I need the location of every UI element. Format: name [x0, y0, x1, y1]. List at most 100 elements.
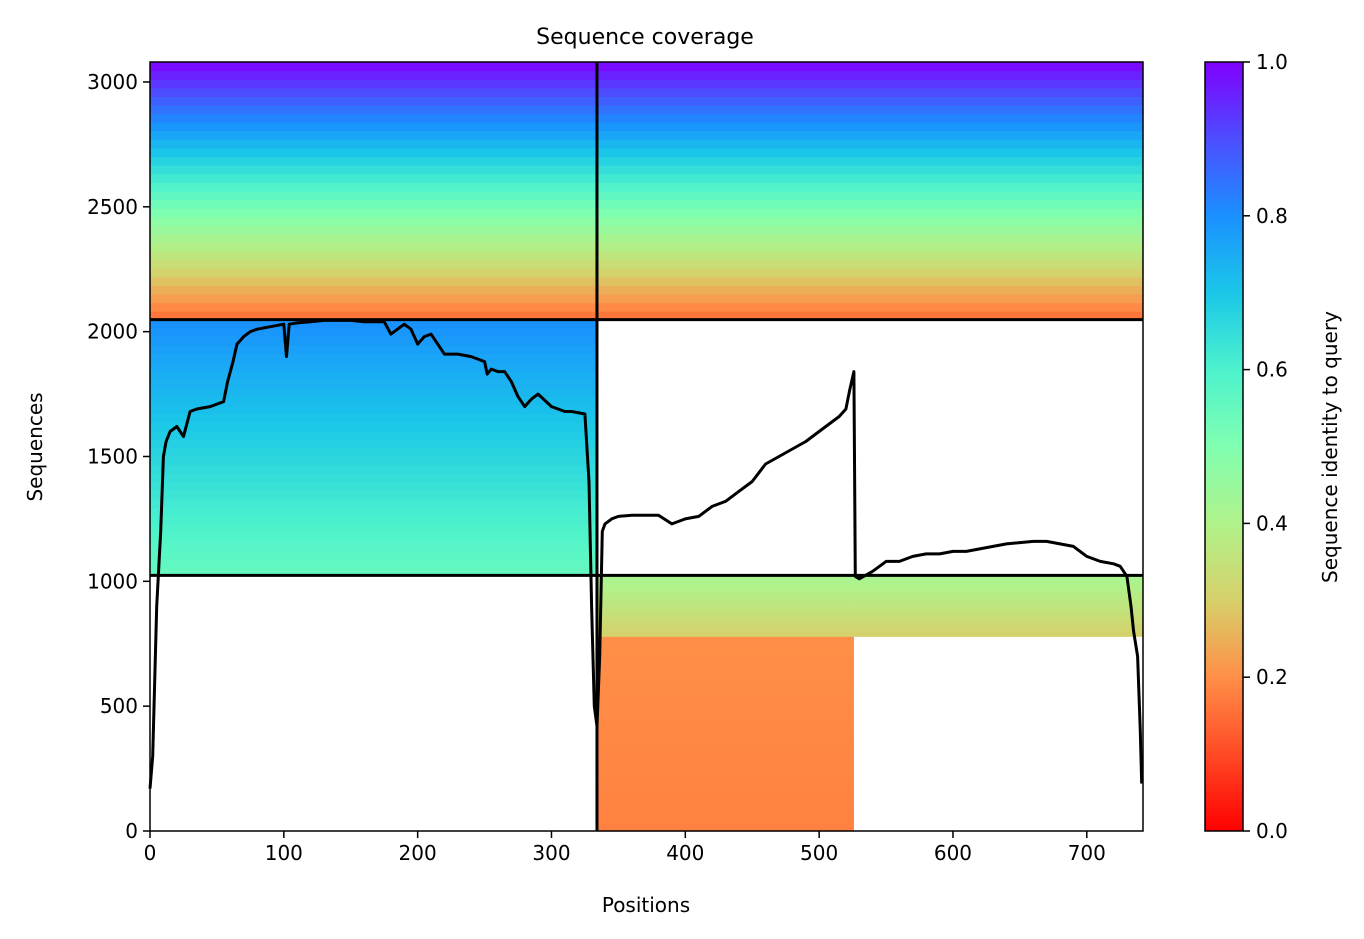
- coverage-block-0-band: [150, 156, 597, 166]
- coverage-block-1-band: [596, 139, 1143, 149]
- coverage-block-6-band: [596, 620, 854, 623]
- coverage-block-0-band: [150, 182, 597, 192]
- coverage-line: [148, 318, 1144, 789]
- colorbar-tick-label: 0.8: [1256, 204, 1288, 228]
- coverage-block-5-band: [596, 811, 854, 819]
- coverage-block-0-band: [150, 87, 597, 97]
- coverage-block-1-band: [596, 156, 1143, 166]
- coverage-block-5-band: [596, 759, 854, 767]
- coverage-block-0-band: [150, 104, 597, 115]
- coverage-block-5-band: [596, 688, 854, 696]
- coverage-block-7-band: [853, 583, 1143, 587]
- coverage-block-2-band: [150, 524, 597, 534]
- coverage-block-2-band: [150, 430, 597, 440]
- colorbar-gradient: [1204, 61, 1244, 832]
- coverage-block-1-band: [596, 199, 1143, 209]
- y-tick-label: 0: [125, 819, 138, 843]
- coverage-block-5-band: [596, 675, 854, 683]
- coverage-block-7-band: [853, 626, 1143, 629]
- coverage-block-0-band: [150, 122, 597, 132]
- coverage-block-0-band: [150, 165, 597, 175]
- coverage-block-5-band: [596, 740, 854, 748]
- coverage-block-2-band: [150, 490, 597, 500]
- coverage-block-2-band: [150, 481, 597, 491]
- coverage-block-1-band: [596, 208, 1143, 218]
- coverage-block-6-band: [596, 601, 854, 605]
- coverage-block-1-band: [596, 87, 1143, 97]
- coverage-block-7-band: [853, 591, 1143, 595]
- coverage-block-6-band: [596, 609, 854, 613]
- coverage-block-5-band: [596, 792, 854, 800]
- colorbar-tick-label: 0.2: [1256, 665, 1288, 689]
- coverage-block-5-band: [596, 694, 854, 702]
- coverage-block-0-band: [150, 268, 597, 278]
- y-tick-label: 2000: [87, 320, 138, 344]
- coverage-block-7-band: [853, 615, 1143, 619]
- coverage-block-5-band: [596, 779, 854, 787]
- coverage-block-5-band: [596, 636, 854, 644]
- coverage-line-series-0: [148, 318, 1144, 789]
- coverage-block-2-band: [150, 421, 597, 432]
- coverage-block-6-band: [596, 613, 854, 617]
- coverage-block-5-band: [596, 824, 854, 832]
- coverage-block-6-band: [596, 599, 854, 603]
- coverage-block-0-band: [150, 259, 597, 269]
- coverage-block-1-band: [596, 122, 1143, 132]
- coverage-block-0-band: [150, 276, 597, 286]
- coverage-block-2-band: [150, 396, 597, 406]
- colorbar-tick-label: 1.0: [1256, 50, 1288, 74]
- coverage-block-0-band: [150, 293, 597, 304]
- coverage-block-1-band: [596, 104, 1143, 115]
- coverage-block-2-band: [150, 464, 597, 474]
- x-tick-label: 200: [399, 841, 437, 865]
- coverage-block-2-band: [150, 558, 597, 568]
- coverage-block-2-band: [150, 328, 597, 338]
- coverage-block-1-band: [596, 182, 1143, 192]
- y-tick-label: 1000: [87, 569, 138, 593]
- coverage-block-0-band: [150, 147, 597, 158]
- coverage-block-0-band: [150, 311, 597, 321]
- x-tick-label: 700: [1068, 841, 1106, 865]
- coverage-block-2-band: [150, 370, 597, 380]
- coverage-block-6-band: [596, 630, 854, 633]
- coverage-block-7-band: [853, 599, 1143, 603]
- x-tick-label: 100: [265, 841, 303, 865]
- coverage-block-5-band: [596, 818, 854, 826]
- coverage-block-6-band: [596, 587, 854, 591]
- y-axis-label: Sequences: [23, 392, 47, 501]
- y-tick-label: 1500: [87, 444, 138, 468]
- coverage-block-5-band: [596, 662, 854, 670]
- coverage-block-6-band: [596, 607, 854, 611]
- coverage-block-5-band: [596, 681, 854, 689]
- coverage-block-0-band: [150, 302, 597, 312]
- coverage-block-7-band: [853, 613, 1143, 617]
- coverage-block-5-band: [596, 649, 854, 657]
- coverage-block-6-band: [596, 593, 854, 597]
- coverage-block-1-band: [596, 302, 1143, 312]
- coverage-block-6-band: [596, 626, 854, 629]
- coverage-block-2-band: [150, 456, 597, 466]
- coverage-block-1-band: [596, 96, 1143, 106]
- coverage-block-7-band: [853, 577, 1143, 580]
- coverage-block-6-band: [596, 634, 854, 637]
- colorbar-tick-label: 0.4: [1256, 511, 1288, 535]
- coverage-block-7-band: [853, 585, 1143, 589]
- x-axis-label: Positions: [602, 893, 690, 917]
- coverage-block-2-band: [150, 362, 597, 372]
- coverage-block-6-band: [596, 591, 854, 595]
- coverage-block-0-band: [150, 190, 597, 201]
- coverage-block-6-band: [596, 577, 854, 580]
- coverage-block-1-band: [596, 242, 1143, 252]
- coverage-block-7-band: [853, 597, 1143, 601]
- coverage-block-7-band: [853, 632, 1143, 635]
- coverage-block-7-band: [853, 601, 1143, 605]
- coverage-block-5-band: [596, 753, 854, 761]
- coverage-block-7-band: [853, 624, 1143, 627]
- coverage-block-0-band: [150, 79, 597, 89]
- coverage-block-7-band: [853, 630, 1143, 633]
- coverage-block-0-band: [150, 216, 597, 226]
- coverage-block-5-band: [596, 668, 854, 676]
- coverage-block-1-band: [596, 276, 1143, 286]
- coverage-block-5-band: [596, 707, 854, 715]
- coverage-block-7-band: [853, 587, 1143, 591]
